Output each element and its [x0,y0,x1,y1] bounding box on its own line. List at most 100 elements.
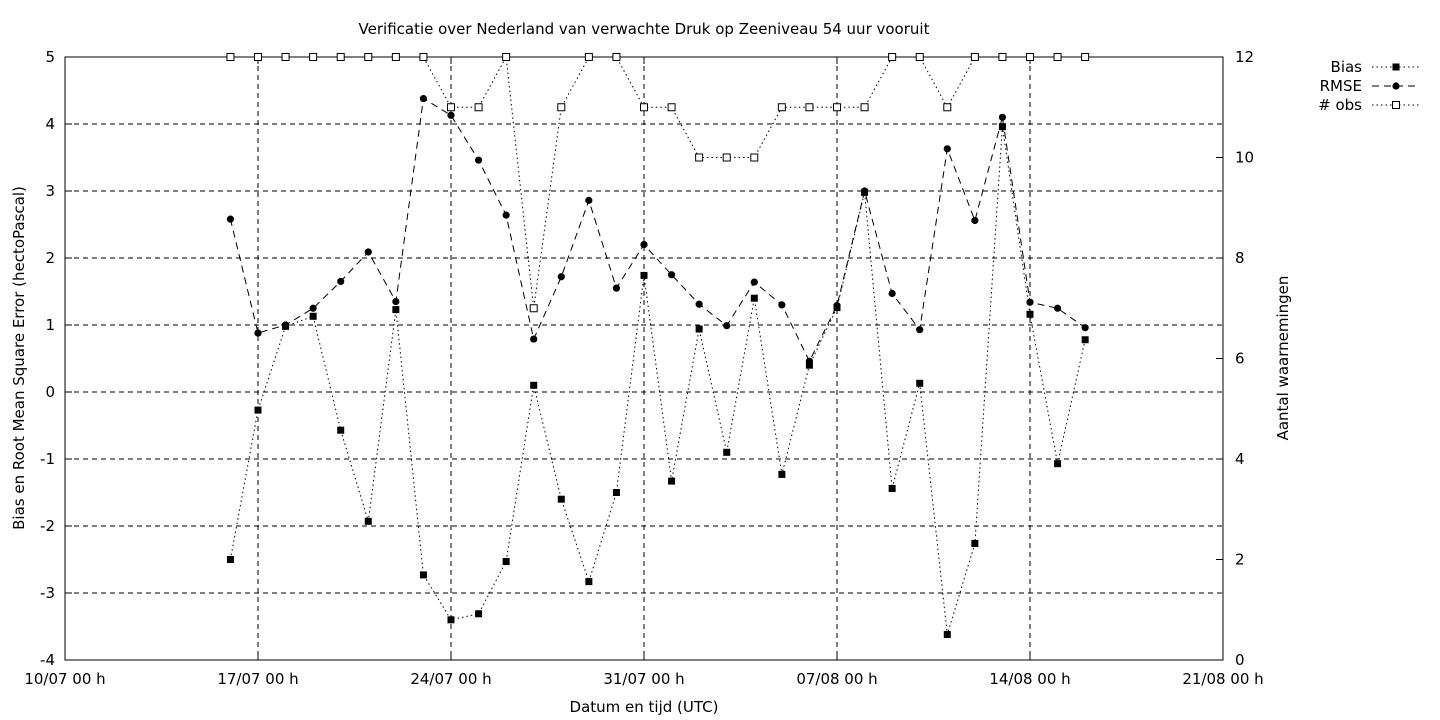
data-point [254,329,262,337]
data-point [502,558,510,566]
data-point [750,278,758,286]
series-line [229,126,1086,635]
data-point [530,335,538,343]
data-point [281,321,290,329]
data-point [1026,310,1034,318]
data-point [971,216,979,225]
y-tick-label: -1 [40,450,55,468]
data-point [226,53,235,61]
x-tick-label: 17/07 00 h [217,670,298,688]
data-point [916,379,924,387]
data-point [805,357,814,365]
data-point [888,289,896,298]
legend-marker [1392,63,1400,71]
data-point [557,273,565,281]
data-point [474,156,483,164]
y2-axis-label: Aantal waarnemingen [1274,276,1292,441]
data-point [337,426,345,434]
legend-label: RMSE [1320,77,1362,95]
data-point [585,196,593,204]
data-point [364,248,372,256]
data-point [998,53,1007,61]
data-point [226,556,234,563]
data-point [447,103,455,112]
y-tick-label: 1 [45,316,55,334]
grid-lines [65,57,1223,660]
data-point [281,53,290,61]
data-point [723,448,731,456]
data-point [805,103,814,112]
data-point [778,470,786,478]
y2-tick-label: 0 [1235,651,1245,669]
series-bias [226,123,1089,639]
x-tick-label: 14/08 00 h [989,670,1070,688]
series-line [229,97,1086,363]
data-point [750,294,758,302]
x-tick-label: 07/08 00 h [796,670,877,688]
y-tick-label: 0 [45,383,55,401]
data-point [723,322,731,330]
data-point [943,103,952,112]
series-rmse [226,94,1089,365]
data-point [612,53,621,61]
x-tick-label: 21/08 00 h [1182,670,1263,688]
data-point [419,53,428,61]
x-tick-label: 31/07 00 h [603,670,684,688]
data-point [888,484,896,492]
y-tick-label: 3 [45,182,55,200]
data-point [364,517,372,525]
data-point [695,325,703,333]
data-point [309,312,317,320]
data-point [971,539,979,547]
data-point [998,113,1007,121]
y2-tick-label: 12 [1235,48,1254,66]
data-point [309,53,318,61]
y-tick-label: -3 [40,584,55,602]
data-point [1026,53,1034,61]
data-point [640,271,648,279]
data-point [778,301,786,309]
data-point [888,53,897,61]
data-point [916,326,924,334]
data-point [226,215,235,223]
data-series [226,53,1090,639]
data-point [1081,336,1089,344]
data-point [584,53,593,61]
x-tick-label: 10/07 00 h [24,670,105,688]
data-point [336,53,345,61]
x-axis-label: Datum en tijd (UTC) [570,698,719,716]
data-point [722,153,731,162]
series-line [230,55,1086,309]
data-point [391,53,400,61]
data-point [750,153,759,162]
data-point [419,571,427,579]
data-point [1054,460,1062,468]
y-tick-label: 2 [45,249,55,267]
data-point [502,53,511,61]
y-tick-label: 4 [45,115,55,133]
data-point [475,610,483,618]
data-point [447,616,455,624]
data-point [1053,53,1062,61]
data-point [777,103,786,112]
legend-marker [1392,101,1400,109]
data-point [585,578,593,586]
y-axis-label: Bias en Root Mean Square Error (hectoPas… [10,186,28,530]
data-point [1081,324,1089,332]
data-point [557,103,566,112]
y2-tick-label: 4 [1235,450,1245,468]
data-point [695,300,703,308]
data-point [860,103,869,112]
data-point [860,187,869,195]
data-point [254,406,262,414]
data-point [1026,298,1034,306]
y-tick-label: -4 [40,651,55,669]
x-tick-label: 24/07 00 h [410,670,491,688]
data-point [1081,53,1090,61]
data-point [612,284,621,292]
data-point [833,103,841,112]
data-point [337,277,345,286]
data-point [474,103,483,112]
data-point [970,53,979,61]
